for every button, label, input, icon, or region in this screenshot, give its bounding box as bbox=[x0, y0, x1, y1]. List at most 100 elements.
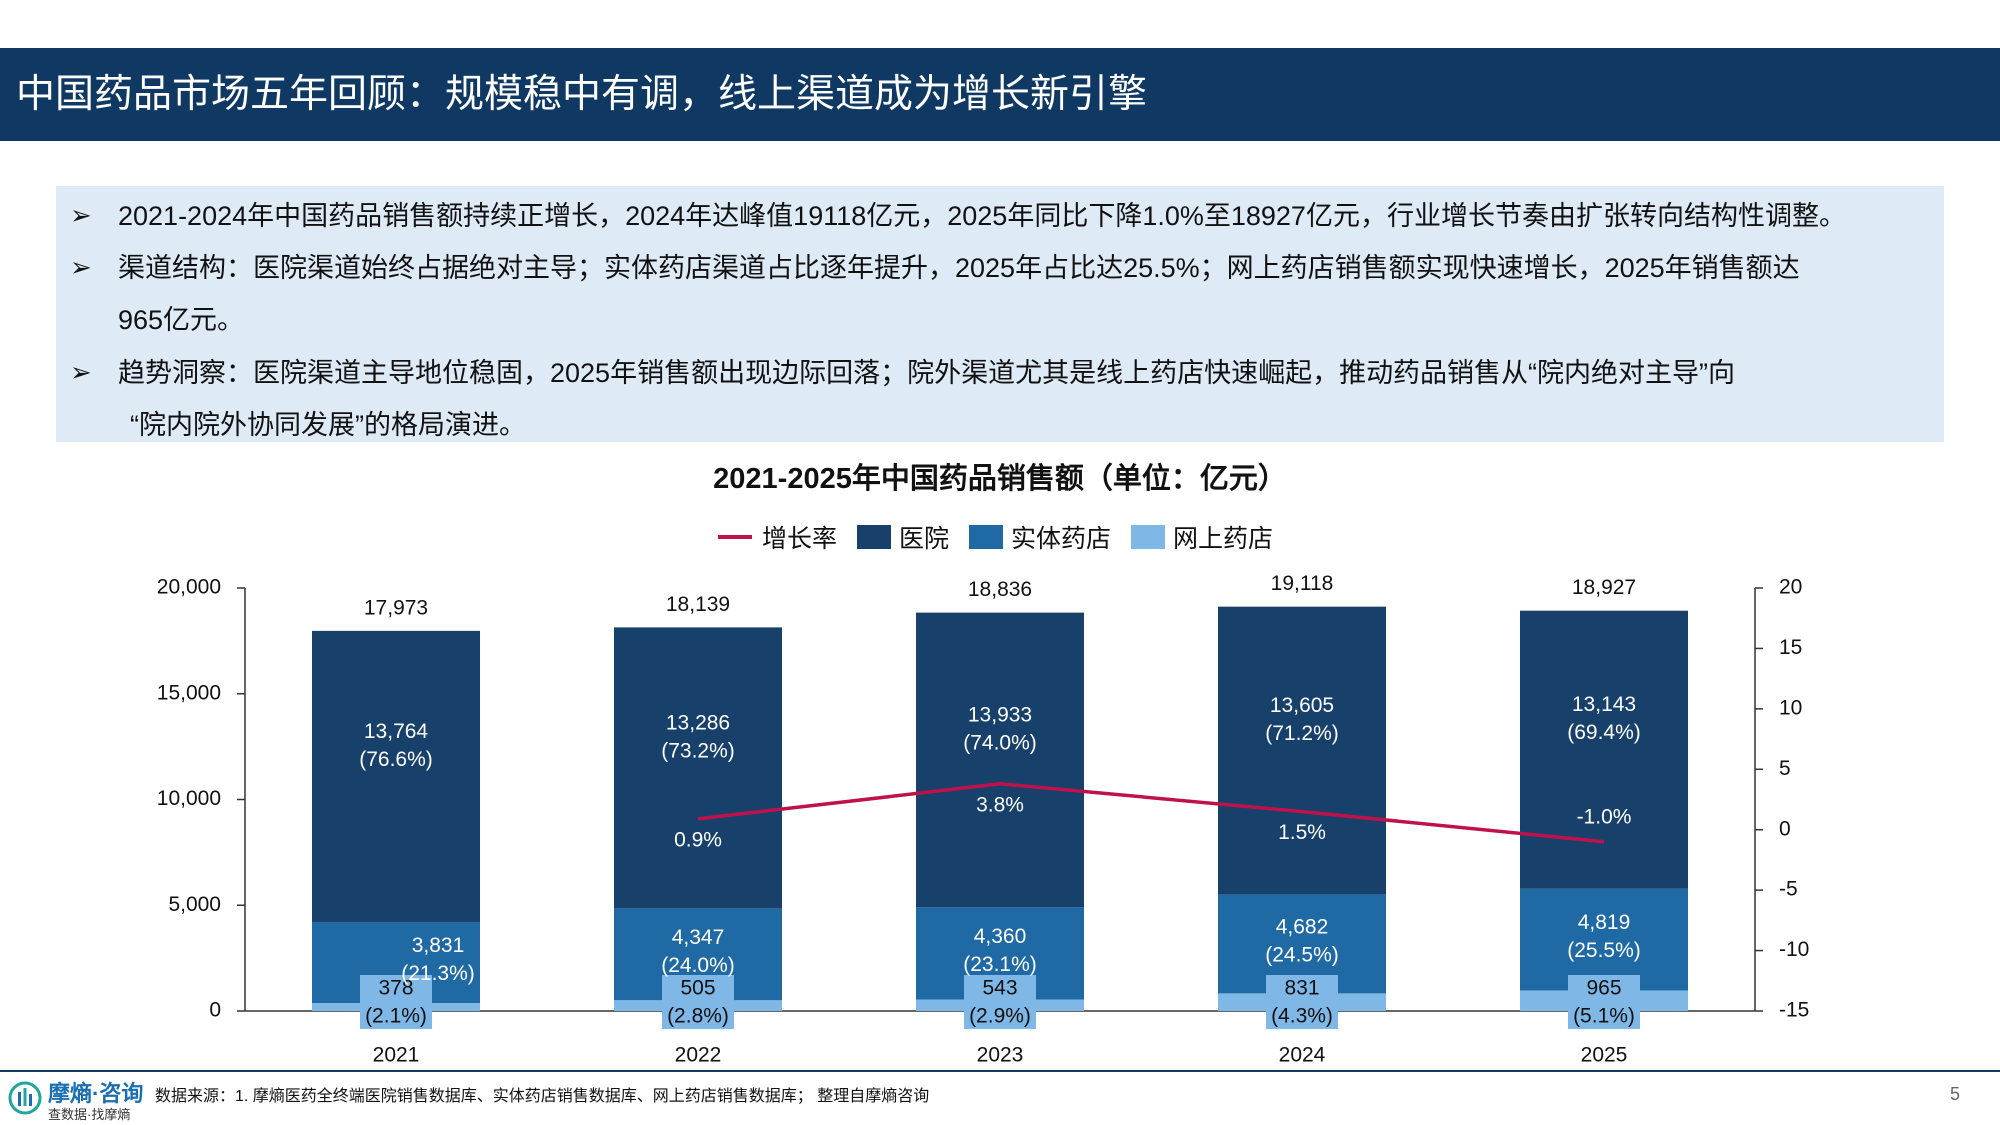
online-label-box bbox=[1266, 975, 1338, 1029]
summary-line-3: 965亿元。 bbox=[118, 305, 245, 335]
online-value-label: 831 bbox=[1284, 977, 1319, 1000]
legend-label: 实体药店 bbox=[1011, 525, 1112, 553]
online-share-label: (2.9%) bbox=[969, 1005, 1031, 1028]
online-value-label: 378 bbox=[378, 977, 413, 1000]
retail-value-label: 3,831 bbox=[412, 934, 465, 957]
retail-share-label: (21.3%) bbox=[401, 962, 475, 985]
bullet-icon: ➢ bbox=[70, 252, 92, 282]
x-tick-label: 2021 bbox=[373, 1044, 420, 1067]
y2-tick-label: 20 bbox=[1779, 576, 1802, 599]
y2-tick-label: 15 bbox=[1779, 636, 1802, 659]
retail-value-label: 4,819 bbox=[1578, 911, 1631, 934]
y2-tick-label: -5 bbox=[1779, 878, 1798, 901]
online-label-box bbox=[1568, 975, 1640, 1029]
growth-rate-label: -1.0% bbox=[1577, 805, 1632, 828]
total-value-label: 17,973 bbox=[364, 596, 428, 619]
y2-tick-label: -15 bbox=[1779, 999, 1809, 1022]
y-tick-label: 5,000 bbox=[168, 893, 221, 916]
retail-share-label: (25.5%) bbox=[1567, 939, 1641, 962]
total-value-label: 18,927 bbox=[1572, 576, 1636, 599]
online-value-label: 505 bbox=[680, 977, 715, 1000]
total-value-label: 18,836 bbox=[968, 578, 1032, 601]
legend-item-hospital: 医院 bbox=[857, 519, 949, 555]
y2-tick-label: 10 bbox=[1779, 696, 1802, 719]
legend-item-growth: 增长率 bbox=[718, 519, 837, 555]
hospital-share-label: (73.2%) bbox=[661, 739, 735, 762]
hospital-share-label: (69.4%) bbox=[1567, 721, 1641, 744]
y-tick-label: 15,000 bbox=[157, 681, 221, 704]
summary-line-2: 渠道结构：医院渠道始终占据绝对主导；实体药店渠道占比逐年提升，2025年占比达2… bbox=[118, 253, 1800, 283]
bar-hospital bbox=[1218, 606, 1386, 895]
growth-rate-label: 1.5% bbox=[1278, 821, 1326, 844]
summary-line-1: 2021-2024年中国药品销售额持续正增长，2024年达峰值19118亿元，2… bbox=[118, 201, 1846, 231]
bar-hospital bbox=[614, 627, 782, 909]
retail-value-label: 4,360 bbox=[974, 925, 1027, 948]
legend-item-online: 网上药店 bbox=[1131, 519, 1273, 555]
summary-box bbox=[56, 186, 1944, 442]
retail-share-label: (23.1%) bbox=[963, 953, 1037, 976]
page-number: 5 bbox=[1949, 1084, 1960, 1104]
online-share-label: (2.8%) bbox=[667, 1005, 729, 1028]
online-share-label: (4.3%) bbox=[1271, 1005, 1333, 1028]
online-label-box bbox=[360, 975, 432, 1029]
total-value-label: 18,139 bbox=[666, 593, 730, 616]
online-label-box bbox=[964, 975, 1036, 1029]
legend-item-retail: 实体药店 bbox=[969, 519, 1111, 555]
summary-line-5: “院内院外协同发展”的格局演进。 bbox=[130, 410, 526, 440]
bullet-icon: ➢ bbox=[70, 357, 92, 387]
y-tick-label: 0 bbox=[209, 999, 221, 1022]
slide-title: 中国药品市场五年回顾：规模稳中有调，线上渠道成为增长新引擎 bbox=[16, 73, 1148, 116]
legend-swatch bbox=[969, 525, 1004, 549]
x-tick-label: 2023 bbox=[977, 1044, 1024, 1067]
hospital-value-label: 13,605 bbox=[1270, 694, 1334, 717]
retail-share-label: (24.5%) bbox=[1265, 943, 1339, 966]
total-value-label: 19,118 bbox=[1271, 572, 1334, 595]
bar-retail bbox=[1520, 888, 1688, 991]
y-tick-label: 20,000 bbox=[157, 576, 221, 599]
logo-icon bbox=[8, 1081, 42, 1115]
online-share-label: (2.1%) bbox=[365, 1005, 427, 1028]
x-tick-label: 2022 bbox=[675, 1044, 722, 1067]
hospital-share-label: (71.2%) bbox=[1265, 722, 1339, 745]
hospital-share-label: (76.6%) bbox=[359, 748, 433, 771]
y-tick-label: 10,000 bbox=[157, 787, 221, 810]
y2-tick-label: 5 bbox=[1779, 757, 1791, 780]
company-logo: 摩熵·咨询 查数据·找摩熵 bbox=[8, 1074, 153, 1124]
legend-line-swatch bbox=[718, 535, 752, 539]
chart-canvas: 0 5,000 10,000 15,000 20,000 -15 -10 -5 0 5 10 15 20… bbox=[157, 572, 1810, 1067]
logo-name: 摩熵·咨询 bbox=[48, 1081, 144, 1106]
title-bar: 中国药品市场五年回顾：规模稳中有调，线上渠道成为增长新引擎 bbox=[0, 48, 2000, 141]
bar-hospital bbox=[1520, 610, 1688, 889]
data-source-note: 数据来源：1. 摩熵医药全终端医院销售数据库、实体药店销售数据库、网上药店销售数… bbox=[155, 1088, 930, 1105]
retail-share-label: (24.0%) bbox=[661, 954, 735, 977]
legend-label: 网上药店 bbox=[1173, 525, 1274, 553]
legend-swatch bbox=[857, 525, 892, 549]
hospital-share-label: (74.0%) bbox=[963, 732, 1037, 755]
hospital-value-label: 13,764 bbox=[364, 720, 429, 743]
hospital-value-label: 13,286 bbox=[666, 711, 730, 734]
summary-line-4: 趋势洞察：医院渠道主导地位稳固，2025年销售额出现边际回落；院外渠道尤其是线上… bbox=[118, 358, 1736, 388]
chart-legend: 增长率 医院 实体药店 网上药店 bbox=[718, 519, 1293, 555]
chart-title: 2021-2025年中国药品销售额（单位：亿元） bbox=[713, 463, 1287, 495]
x-tick-label: 2025 bbox=[1581, 1044, 1628, 1067]
legend-label: 增长率 bbox=[762, 525, 838, 553]
bar-hospital bbox=[916, 612, 1084, 908]
y2-tick-label: -10 bbox=[1779, 938, 1809, 961]
growth-rate-label: 3.8% bbox=[976, 793, 1024, 816]
online-value-label: 965 bbox=[1586, 977, 1621, 1000]
online-value-label: 543 bbox=[982, 977, 1017, 1000]
footer-rule bbox=[0, 1070, 2000, 1072]
growth-rate-label: 0.9% bbox=[674, 828, 722, 851]
hospital-value-label: 13,143 bbox=[1572, 693, 1636, 716]
logo-tagline: 查数据·找摩熵 bbox=[48, 1107, 131, 1122]
retail-value-label: 4,347 bbox=[672, 926, 725, 949]
x-tick-label: 2024 bbox=[1279, 1044, 1326, 1067]
online-label-box bbox=[662, 975, 734, 1029]
y2-tick-label: 0 bbox=[1779, 817, 1791, 840]
legend-swatch bbox=[1131, 525, 1166, 549]
legend-label: 医院 bbox=[899, 525, 950, 553]
bar-hospital bbox=[312, 630, 480, 922]
online-share-label: (5.1%) bbox=[1573, 1005, 1635, 1028]
growth-rate-line bbox=[697, 782, 1605, 844]
hospital-value-label: 13,933 bbox=[968, 704, 1032, 727]
